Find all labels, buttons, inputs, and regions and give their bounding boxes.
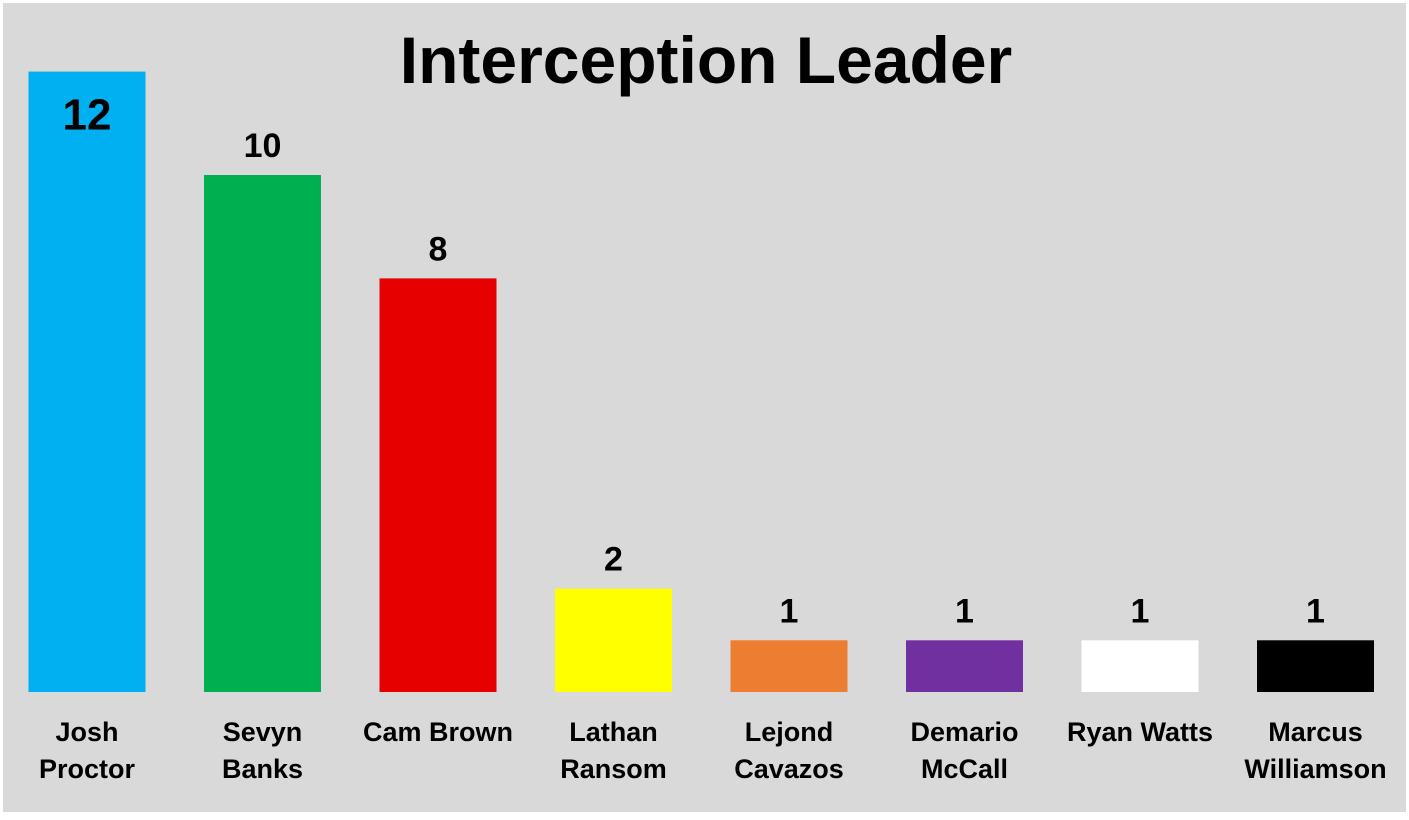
value-labels-group: 12 10 8 2 1 1 1 1: [63, 91, 1325, 631]
category-label-line: McCall: [921, 754, 1008, 784]
bar-0: [28, 71, 146, 693]
value-label-4: 1: [780, 592, 799, 630]
bar-3: [555, 588, 672, 692]
category-label-1: Sevyn Banks: [222, 717, 303, 784]
category-label-line: Sevyn: [223, 717, 303, 747]
bar-7: [1257, 640, 1374, 692]
bar-6: [1081, 640, 1199, 692]
bar-2: [379, 278, 497, 692]
value-label-6: 1: [1131, 592, 1150, 630]
value-label-0: 12: [63, 91, 112, 140]
category-label-line: Lejond: [745, 717, 834, 747]
bars-group: [28, 71, 1374, 693]
value-label-2: 8: [429, 230, 448, 268]
category-label-line: Proctor: [39, 754, 136, 784]
category-label-line: Ryan Watts: [1067, 717, 1213, 747]
category-label-line: Banks: [222, 754, 303, 784]
category-label-line: Josh: [55, 717, 118, 747]
category-label-line: Ransom: [560, 754, 667, 784]
value-label-3: 2: [604, 541, 623, 579]
category-label-0: Josh Proctor: [39, 717, 136, 784]
category-label-5: Demario McCall: [910, 717, 1018, 784]
category-label-6: Ryan Watts: [1067, 717, 1213, 747]
value-label-5: 1: [955, 592, 974, 630]
category-label-line: Williamson: [1244, 754, 1386, 784]
category-label-3: Lathan Ransom: [560, 717, 667, 784]
category-label-7: Marcus Williamson: [1244, 717, 1386, 784]
category-label-line: Demario: [910, 717, 1018, 747]
category-labels-group: Josh Proctor Sevyn Banks Cam Brown Lathan Rans…: [39, 717, 1387, 784]
category-label-line: Cavazos: [734, 754, 844, 784]
bar-5: [906, 640, 1023, 692]
value-label-7: 1: [1306, 592, 1325, 630]
bar-4: [730, 640, 848, 692]
category-label-4: Lejond Cavazos: [734, 717, 844, 784]
bar-1: [204, 175, 321, 692]
chart-title: Interception Leader: [400, 23, 1012, 97]
category-label-line: Marcus: [1268, 717, 1363, 747]
category-label-line: Lathan: [569, 717, 658, 747]
value-label-1: 10: [244, 127, 282, 165]
category-label-line: Cam Brown: [363, 717, 513, 747]
category-label-2: Cam Brown: [363, 717, 513, 747]
